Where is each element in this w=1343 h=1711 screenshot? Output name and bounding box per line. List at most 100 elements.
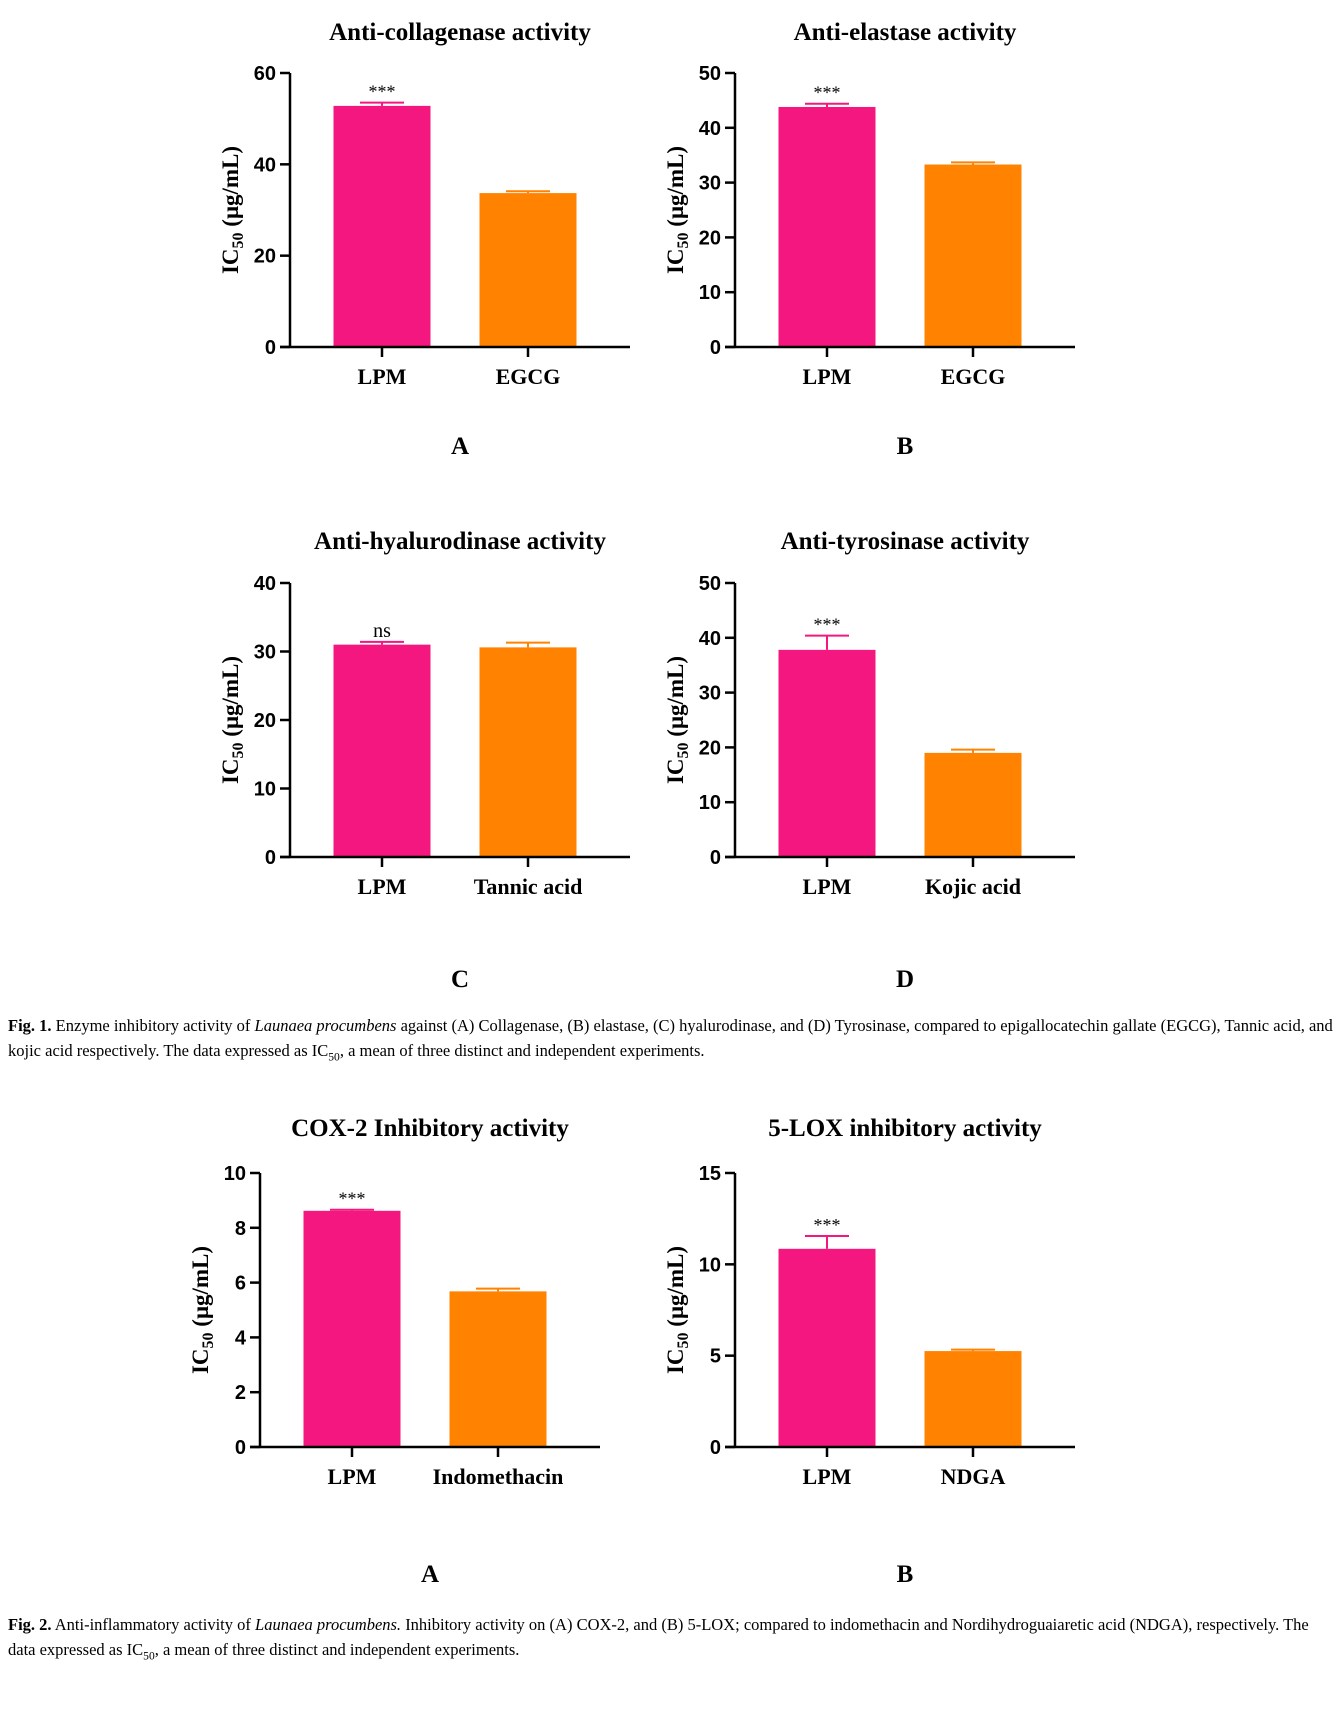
x-tick-label: LPM	[803, 874, 852, 899]
chart-anti-hyalurodinase: Anti-hyalurodinase activity 0 10 20 30 40 IC5…	[218, 525, 700, 1005]
chart-anti-collagenase: Anti-collagenase activity 0 20 40 60 IC50 (μ…	[218, 15, 700, 495]
figure-2-caption: Fig. 2. Anti-inflammatory activity of La…	[8, 1612, 1338, 1669]
bar-egcg	[924, 164, 1022, 347]
bar-ndga	[924, 1351, 1022, 1447]
y-axis-label: IC50 (μg/mL)	[218, 146, 247, 274]
y-tick-label: 0	[265, 337, 276, 359]
panel-label: A	[450, 433, 470, 460]
y-tick-label: 20	[254, 710, 276, 732]
y-tick-label: 10	[254, 779, 276, 801]
subscript: 50	[328, 1051, 340, 1064]
panel-label: D	[895, 966, 915, 993]
significance-label: ***	[814, 83, 841, 103]
panel-label: B	[896, 1561, 914, 1588]
y-axis-label: IC50 (μg/mL)	[663, 146, 692, 274]
y-tick-label: 20	[699, 227, 721, 249]
x-tick-label: LPM	[358, 364, 407, 389]
chart-title: Anti-hyalurodinase activity	[314, 528, 606, 555]
y-tick-label: 30	[699, 173, 721, 195]
chart-title: Anti-elastase activity	[793, 19, 1017, 46]
bar-chart-svg: 0 10 20 30 40 IC50 (μg/mL) ns LPM Tannic acid	[218, 573, 630, 899]
chart-5lox-inhibitory: 5-LOX inhibitory activity 0 5 10 15 IC50 (μg…	[663, 1115, 1145, 1595]
x-tick-label: LPM	[803, 1464, 852, 1489]
bar-chart-svg: 0 2 4 6 8 10 IC50 (μg/mL) *** LPM Indomethacin	[188, 1163, 600, 1489]
y-tick-label: 10	[699, 282, 721, 304]
y-axis-label: IC50 (μg/mL)	[663, 1246, 692, 1374]
bar-chart-svg: 0 10 20 30 40 50 IC50 (μg/mL) *** LPM EGCG	[663, 63, 1075, 389]
y-tick-label: 50	[699, 573, 721, 595]
x-tick-label: LPM	[803, 364, 852, 389]
species-name: Launaea procumbens.	[255, 1615, 402, 1634]
y-tick-label: 4	[235, 1327, 247, 1349]
caption-text: Enzyme inhibitory activity of	[55, 1016, 251, 1035]
figure-1-label: Fig. 1.	[8, 1016, 52, 1035]
figure-1-caption: Fig. 1. Enzyme inhibitory activity of La…	[8, 1013, 1338, 1070]
significance-label: ***	[369, 82, 396, 102]
x-tick-label: EGCG	[941, 364, 1006, 389]
panel-label: A	[420, 1561, 440, 1588]
bar-lpm	[778, 649, 876, 857]
caption-text: Inhibitory activity on (A) COX-2, and (B…	[8, 1615, 1309, 1663]
chart-anti-tyrosinase: Anti-tyrosinase activity 0 10 20 30 40 50 IC50…	[663, 525, 1145, 1005]
y-tick-label: 8	[235, 1218, 246, 1240]
bar-chart-svg: 0 10 20 30 40 50 IC50 (μg/mL) *** LPM Kojic acid	[663, 573, 1075, 899]
x-tick-label: Tannic acid	[474, 874, 583, 899]
y-tick-label: 20	[699, 737, 721, 759]
y-tick-label: 10	[699, 1254, 721, 1276]
bar-lpm	[333, 644, 431, 857]
significance-label: ***	[814, 1215, 841, 1235]
significance-label: ***	[814, 615, 841, 635]
x-tick-label: NDGA	[941, 1464, 1006, 1489]
y-tick-label: 0	[265, 847, 276, 869]
y-tick-label: 30	[254, 642, 276, 664]
y-tick-label: 40	[699, 118, 721, 140]
bar-indomethacin	[449, 1291, 547, 1447]
chart-title: COX-2 Inhibitory activity	[291, 1115, 569, 1142]
chart-cox2-inhibitory: COX-2 Inhibitory activity 0 2 4 6 8 10 IC50 (μ…	[188, 1115, 670, 1595]
x-tick-label: Kojic acid	[925, 874, 1021, 899]
chart-title: Anti-collagenase activity	[329, 19, 591, 46]
y-axis-label: IC50 (μg/mL)	[663, 656, 692, 784]
bar-lpm	[778, 1248, 876, 1447]
y-tick-label: 20	[254, 246, 276, 268]
panel-label: B	[896, 433, 914, 460]
y-tick-label: 6	[235, 1273, 246, 1295]
significance-label: ***	[339, 1189, 366, 1209]
bar-kojic-acid	[924, 752, 1022, 857]
bar-tannic-acid	[479, 647, 577, 857]
bar-chart-svg: 0 20 40 60 IC50 (μg/mL) *** LPM EGCG	[218, 63, 630, 389]
subscript: 50	[143, 1650, 155, 1663]
y-tick-label: 40	[699, 628, 721, 650]
y-axis-label: IC50 (μg/mL)	[188, 1246, 217, 1374]
y-tick-label: 10	[224, 1163, 246, 1185]
y-tick-label: 50	[699, 63, 721, 85]
y-tick-label: 40	[254, 154, 276, 176]
bar-lpm	[303, 1210, 401, 1447]
panel-label: C	[450, 966, 470, 993]
significance-label: ns	[373, 620, 391, 642]
caption-text: against (A) Collagenase, (B) elastase, (…	[8, 1016, 1333, 1064]
y-tick-label: 40	[254, 573, 276, 595]
chart-title: 5-LOX inhibitory activity	[768, 1115, 1042, 1142]
x-tick-label: LPM	[328, 1464, 377, 1489]
x-tick-label: LPM	[358, 874, 407, 899]
x-tick-label: Indomethacin	[433, 1464, 564, 1489]
y-tick-label: 0	[710, 337, 721, 359]
x-tick-label: EGCG	[496, 364, 561, 389]
caption-text: Anti-inflammatory activity of	[54, 1615, 251, 1634]
species-name: Launaea procumbens	[254, 1016, 397, 1035]
y-tick-label: 15	[699, 1163, 721, 1185]
y-tick-label: 0	[235, 1437, 246, 1459]
y-tick-label: 0	[710, 1437, 721, 1459]
y-tick-label: 10	[699, 792, 721, 814]
y-tick-label: 5	[710, 1346, 721, 1368]
bar-lpm	[778, 106, 876, 347]
y-tick-label: 60	[254, 63, 276, 85]
figure-2-label: Fig. 2.	[8, 1615, 52, 1634]
y-tick-label: 2	[235, 1382, 246, 1404]
bar-chart-svg: 0 5 10 15 IC50 (μg/mL) *** LPM NDGA	[663, 1163, 1075, 1489]
chart-anti-elastase: Anti-elastase activity 0 10 20 30 40 50 IC50 (…	[663, 15, 1145, 495]
chart-title: Anti-tyrosinase activity	[780, 528, 1030, 555]
y-tick-label: 30	[699, 683, 721, 705]
